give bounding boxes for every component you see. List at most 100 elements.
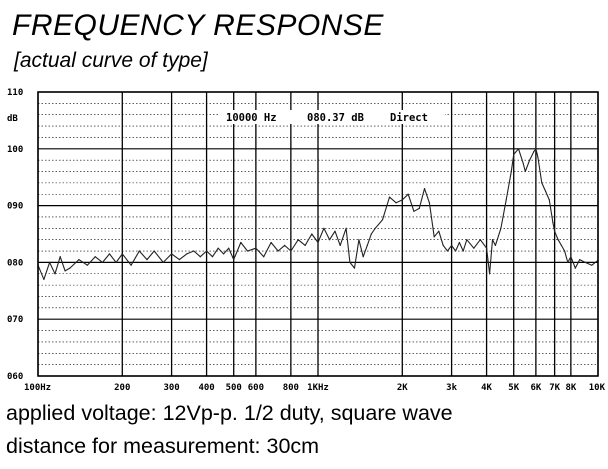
- data-point: [49, 261, 51, 263]
- chart-title: FREQUENCY RESPONSE: [12, 9, 384, 42]
- data-point: [529, 159, 531, 161]
- data-point: [407, 193, 409, 195]
- data-point: [284, 244, 286, 246]
- y-tick-label: 070: [7, 315, 23, 325]
- data-point: [366, 244, 368, 246]
- data-point: [304, 244, 306, 246]
- data-point: [334, 230, 336, 232]
- data-point: [500, 227, 502, 229]
- note-measurement-distance: distance for measurement: 30cm: [6, 434, 320, 458]
- x-tick-label: 200: [114, 383, 130, 393]
- data-point: [418, 207, 420, 209]
- data-point: [199, 256, 201, 258]
- data-point: [211, 256, 214, 258]
- data-point: [59, 256, 61, 258]
- data-point: [494, 244, 496, 246]
- data-point: [479, 239, 481, 241]
- x-tick-label: 100Hz: [24, 383, 51, 393]
- data-point: [255, 247, 257, 249]
- grid: [37, 91, 599, 377]
- x-tick-label: 600: [248, 383, 264, 393]
- data-point: [579, 259, 581, 261]
- data-point: [270, 241, 272, 244]
- data-point: [466, 239, 468, 241]
- data-point: [233, 259, 235, 261]
- x-tick-label: 3k: [446, 383, 457, 393]
- data-point: [362, 256, 364, 258]
- data-point: [381, 219, 384, 221]
- data-point: [277, 250, 279, 252]
- data-point: [101, 261, 104, 263]
- data-point: [374, 227, 376, 229]
- data-point: [401, 199, 403, 201]
- x-tick-label: 4K: [481, 383, 492, 393]
- data-point: [567, 261, 569, 263]
- readout-frequency: 10000 Hz: [226, 112, 277, 124]
- data-point: [473, 247, 475, 249]
- data-point: [217, 247, 219, 249]
- data-point: [554, 230, 556, 232]
- data-point: [121, 253, 123, 255]
- data-point: [64, 270, 66, 272]
- data-point: [458, 241, 460, 244]
- data-point: [428, 202, 430, 204]
- data-point: [329, 239, 331, 241]
- x-tick-label: 1KHz: [307, 383, 329, 393]
- data-point: [138, 250, 140, 252]
- data-point: [438, 230, 440, 232]
- data-point: [557, 239, 559, 241]
- data-point: [560, 244, 563, 246]
- data-point: [545, 190, 547, 192]
- x-tick-label: 10K: [589, 383, 606, 393]
- y-tick-label: 090: [7, 202, 23, 212]
- data-point: [584, 261, 586, 263]
- data-point: [178, 259, 180, 261]
- data-point: [522, 162, 524, 164]
- data-point: [570, 256, 572, 258]
- data-point: [246, 250, 249, 252]
- y-tick-label: 100: [7, 145, 23, 155]
- data-point: [290, 250, 292, 252]
- data-point: [517, 148, 520, 150]
- data-point: [223, 253, 225, 255]
- data-point: [94, 256, 96, 258]
- data-point: [162, 261, 164, 263]
- data-point: [130, 264, 132, 266]
- data-point: [455, 250, 457, 252]
- data-point: [193, 250, 195, 252]
- data-point: [462, 250, 464, 252]
- data-point: [86, 264, 88, 266]
- data-point: [413, 210, 415, 212]
- data-point: [541, 182, 543, 184]
- data-point: [353, 267, 356, 269]
- y-tick-label: 110: [7, 88, 23, 98]
- chart-subtitle: [actual curve of type]: [14, 49, 208, 72]
- data-point: [69, 267, 71, 269]
- data-point: [115, 261, 117, 263]
- x-tick-label: 2K: [397, 383, 408, 393]
- data-point: [486, 247, 488, 249]
- data-point: [311, 233, 313, 235]
- data-point: [537, 156, 539, 158]
- data-point: [395, 202, 397, 204]
- plot-frame: [37, 91, 599, 377]
- data-point: [323, 227, 325, 229]
- data-point: [240, 241, 242, 244]
- data-point: [548, 199, 550, 201]
- y-tick-label: 080: [7, 258, 23, 268]
- data-point: [297, 239, 299, 241]
- data-point: [345, 227, 347, 229]
- data-point: [317, 241, 319, 244]
- readout-level: 080.37 dB: [307, 112, 364, 124]
- data-point: [442, 244, 444, 246]
- data-point: [228, 247, 230, 249]
- readout-mode: Direct: [390, 112, 428, 124]
- data-point: [535, 148, 537, 150]
- data-point: [263, 256, 265, 258]
- data-point: [489, 273, 491, 275]
- series-marks: [37, 148, 599, 280]
- data-point: [552, 222, 554, 224]
- data-point: [564, 250, 566, 252]
